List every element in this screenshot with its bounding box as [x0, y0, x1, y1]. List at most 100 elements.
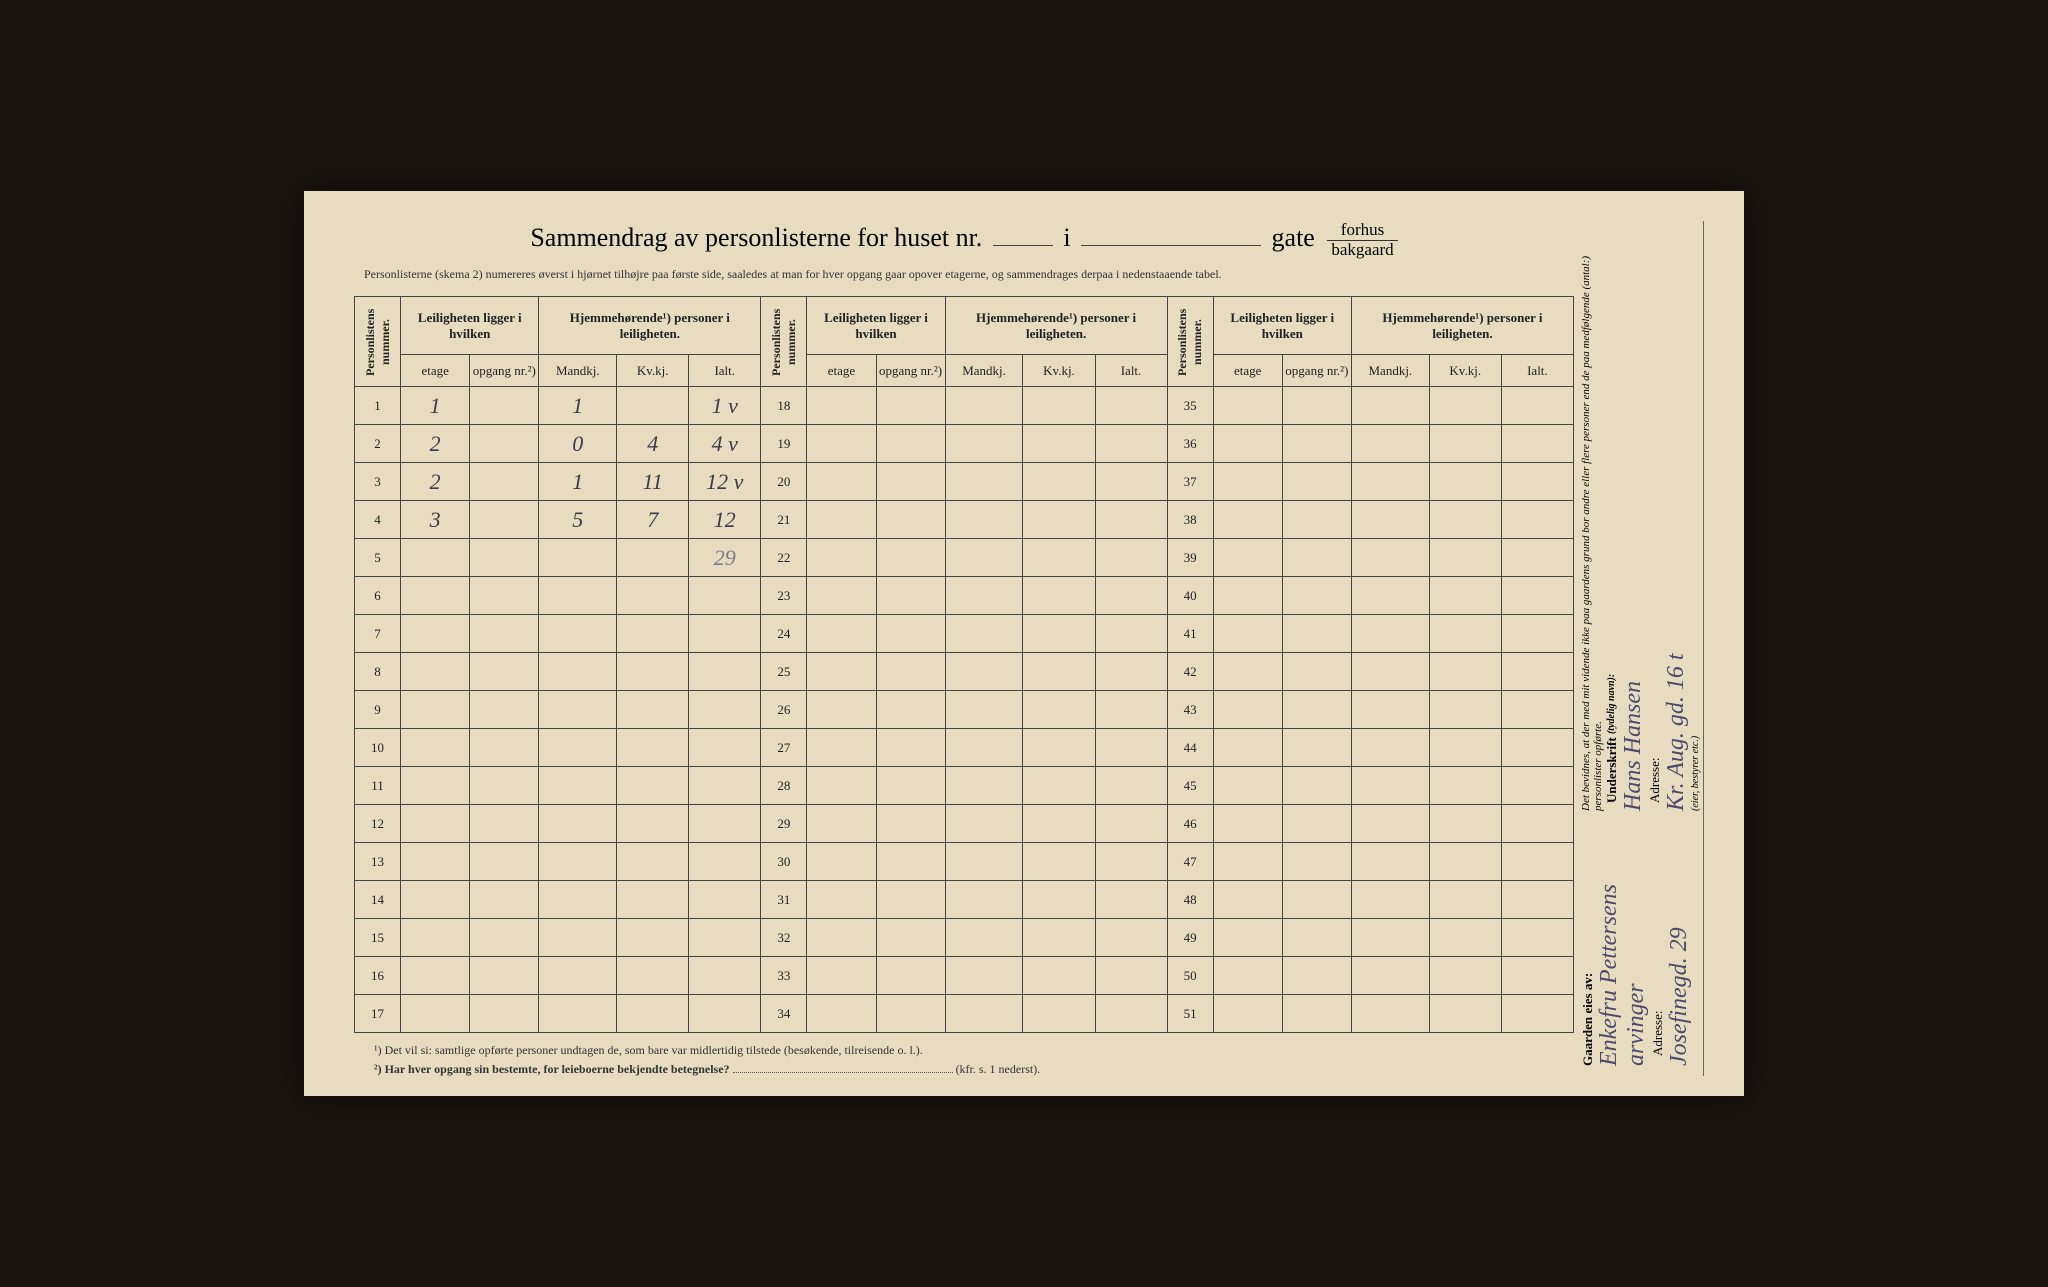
cell-kvkj: 4 [617, 425, 689, 463]
cell-opgang [470, 387, 539, 425]
cell-etage [401, 691, 470, 729]
cell-ialt: 12 v [689, 463, 761, 501]
cell-mandkj [539, 615, 617, 653]
hdr-personlistens-3: Personlistens nummer. [1167, 297, 1213, 387]
document-page: Sammendrag av personlisterne for huset n… [304, 191, 1744, 1096]
rownum-b: 18 [761, 387, 807, 425]
cell-kvkj [617, 767, 689, 805]
blank-gate [1081, 245, 1261, 246]
cell-mandkj [539, 767, 617, 805]
cell-etage [401, 767, 470, 805]
cell-etage [401, 843, 470, 881]
cell-etage [401, 995, 470, 1033]
cell-opgang [470, 615, 539, 653]
rownum-b: 24 [761, 615, 807, 653]
hdr-kvkj-3: Kv.kj. [1429, 355, 1501, 387]
table-row: 72441 [355, 615, 1574, 653]
hdr-kvkj: Kv.kj. [617, 355, 689, 387]
page-title: Sammendrag av personlisterne for huset n… [354, 221, 1574, 259]
rownum-a: 10 [355, 729, 401, 767]
cell-mandkj [539, 577, 617, 615]
rownum-a: 9 [355, 691, 401, 729]
hdr-hjemme-2: Hjemmehørende¹) personer i leiligheten. [945, 297, 1167, 355]
table-row: 133047 [355, 843, 1574, 881]
cell-ialt: 4 v [689, 425, 761, 463]
rownum-c: 43 [1167, 691, 1213, 729]
title-gate: gate [1272, 223, 1315, 252]
hdr-mandkj-3: Mandkj. [1351, 355, 1429, 387]
cell-ialt: 1 v [689, 387, 761, 425]
table-row: 5292239 [355, 539, 1574, 577]
cell-mandkj: 1 [539, 387, 617, 425]
cell-kvkj [617, 691, 689, 729]
footnote-2: ²) Har hver opgang sin bestemte, for lei… [374, 1062, 1574, 1077]
cell-opgang [470, 767, 539, 805]
footnote-1: ¹) Det vil si: samtlige opførte personer… [374, 1043, 1574, 1058]
hdr-hjemme: Hjemmehørende¹) personer i leiligheten. [539, 297, 761, 355]
hdr-opgang: opgang nr.²) [470, 355, 539, 387]
cell-kvkj: 11 [617, 463, 689, 501]
table-row: 122946 [355, 805, 1574, 843]
rownum-c: 45 [1167, 767, 1213, 805]
cell-ialt [689, 881, 761, 919]
cell-etage [401, 653, 470, 691]
rownum-b: 31 [761, 881, 807, 919]
title-mid: i [1063, 223, 1070, 252]
rownum-b: 19 [761, 425, 807, 463]
cell-opgang [470, 501, 539, 539]
rownum-b: 21 [761, 501, 807, 539]
main-content: Sammendrag av personlisterne for huset n… [354, 221, 1574, 1076]
cell-kvkj: 7 [617, 501, 689, 539]
rownum-a: 1 [355, 387, 401, 425]
sidebar-witness: Det bevidnes, at der med mit vidende ikk… [1580, 231, 1697, 811]
cell-etage: 3 [401, 501, 470, 539]
rownum-b: 30 [761, 843, 807, 881]
rownum-b: 22 [761, 539, 807, 577]
rownum-a: 5 [355, 539, 401, 577]
table-row: 1111 v1835 [355, 387, 1574, 425]
rownum-b: 28 [761, 767, 807, 805]
hdr-kvkj-2: Kv.kj. [1023, 355, 1095, 387]
cell-opgang [470, 995, 539, 1033]
rownum-c: 46 [1167, 805, 1213, 843]
rownum-c: 50 [1167, 957, 1213, 995]
cell-opgang [470, 957, 539, 995]
rownum-b: 33 [761, 957, 807, 995]
cell-ialt: 12 [689, 501, 761, 539]
cell-etage: 2 [401, 425, 470, 463]
cell-mandkj [539, 919, 617, 957]
rownum-b: 25 [761, 653, 807, 691]
adresse2-value: Kr. Aug. gd. 16 t [1663, 231, 1690, 811]
cell-mandkj: 5 [539, 501, 617, 539]
rownum-c: 36 [1167, 425, 1213, 463]
table-row: 102744 [355, 729, 1574, 767]
cell-etage [401, 805, 470, 843]
hdr-mandkj-2: Mandkj. [945, 355, 1023, 387]
rownum-a: 15 [355, 919, 401, 957]
hdr-leiligheten-2: Leiligheten ligger i hvilken [807, 297, 945, 355]
cell-kvkj [617, 577, 689, 615]
table-row: 22044 v1936 [355, 425, 1574, 463]
hdr-ialt: Ialt. [689, 355, 761, 387]
cell-kvkj [617, 843, 689, 881]
footnote-2-label: ²) Har hver opgang sin bestemte, for lei… [374, 1062, 730, 1076]
eier-note: (eier, bestyrer etc.) [1690, 231, 1701, 811]
rownum-a: 7 [355, 615, 401, 653]
subtitle: Personlisterne (skema 2) numereres øvers… [354, 267, 1574, 282]
rownum-a: 8 [355, 653, 401, 691]
rownum-a: 3 [355, 463, 401, 501]
cell-opgang [470, 463, 539, 501]
rownum-a: 4 [355, 501, 401, 539]
cell-ialt [689, 805, 761, 843]
rownum-c: 40 [1167, 577, 1213, 615]
cell-etage [401, 615, 470, 653]
cell-etage [401, 919, 470, 957]
hdr-personlistens: Personlistens nummer. [355, 297, 401, 387]
gaarden-label: Gaarden eies av: [1580, 831, 1596, 1066]
cell-ialt [689, 729, 761, 767]
cell-ialt [689, 919, 761, 957]
table-row: 173451 [355, 995, 1574, 1033]
rownum-b: 27 [761, 729, 807, 767]
rownum-b: 34 [761, 995, 807, 1033]
cell-opgang [470, 577, 539, 615]
